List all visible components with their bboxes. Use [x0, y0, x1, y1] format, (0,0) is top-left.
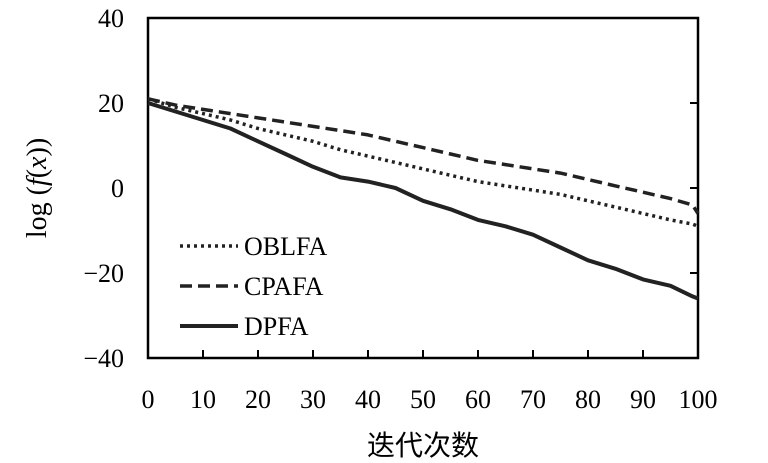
legend: OBLFA CPAFA DPFA	[180, 232, 328, 341]
x-tick-label: 10	[190, 385, 216, 414]
series-line-cpafa	[147, 97, 700, 215]
x-tick-label: 20	[245, 385, 271, 414]
x-tick-label: 50	[410, 385, 436, 414]
y-tick-label: 0	[111, 174, 124, 203]
x-tick-label: 40	[355, 385, 381, 414]
series-layer	[147, 97, 700, 301]
tick-layer: 0 10 20 30 40 50 60 70 80 90 100 40 20 0 −20 −40	[83, 4, 717, 414]
x-tick-label: 0	[142, 385, 155, 414]
y-tick-label: −40	[83, 344, 124, 373]
legend-label-dpfa: DPFA	[244, 312, 309, 341]
plot-frame	[146, 16, 700, 360]
y-tick-label: 20	[98, 89, 124, 118]
x-tick-label: 70	[520, 385, 546, 414]
x-axis-title: 迭代次数	[367, 430, 479, 462]
series-line-oblfa	[147, 97, 699, 228]
y-axis-title-close: ))	[22, 138, 53, 157]
legend-label-oblfa: OBLFA	[244, 232, 328, 261]
y-axis-title-func: f	[22, 175, 53, 186]
y-axis-title-prefix: log (	[22, 186, 53, 238]
series-line-dpfa	[147, 101, 699, 301]
y-axis-title-open: (	[22, 169, 53, 178]
y-axis-title-var: x	[22, 156, 53, 170]
y-tick-label: −20	[83, 259, 124, 288]
x-tick-label: 60	[465, 385, 491, 414]
x-tick-label: 100	[679, 385, 718, 414]
y-tick-label: 40	[98, 4, 124, 33]
y-axis-title: log (f(x))	[22, 138, 53, 238]
x-tick-label: 80	[575, 385, 601, 414]
legend-label-cpafa: CPAFA	[244, 272, 324, 301]
x-tick-label: 30	[300, 385, 326, 414]
x-tick-label: 90	[630, 385, 656, 414]
